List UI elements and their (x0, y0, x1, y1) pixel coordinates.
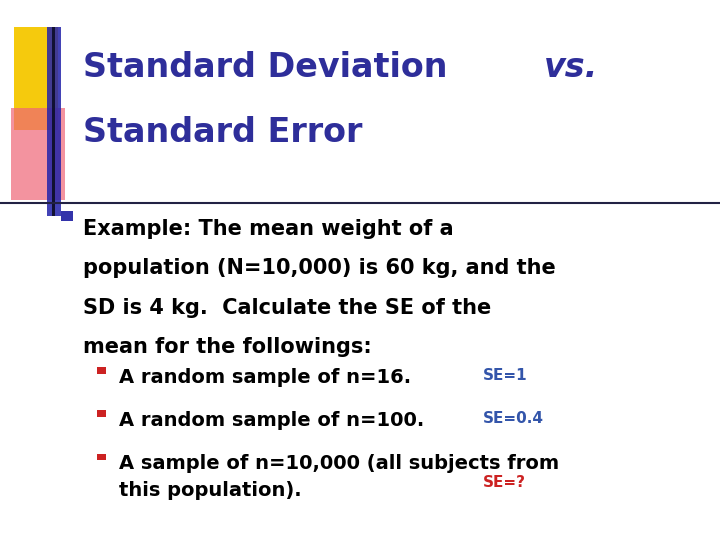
FancyBboxPatch shape (14, 27, 58, 130)
Text: A sample of n=10,000 (all subjects from
this population).: A sample of n=10,000 (all subjects from … (119, 454, 559, 500)
Text: SD is 4 kg.  Calculate the SE of the: SD is 4 kg. Calculate the SE of the (83, 298, 491, 318)
Text: SE=0.4: SE=0.4 (482, 411, 544, 426)
Text: mean for the followings:: mean for the followings: (83, 337, 372, 357)
Text: SE=?: SE=? (482, 475, 526, 490)
FancyBboxPatch shape (11, 108, 65, 200)
FancyBboxPatch shape (47, 27, 61, 216)
Text: population (N=10,000) is 60 kg, and the: population (N=10,000) is 60 kg, and the (83, 258, 556, 278)
FancyBboxPatch shape (97, 410, 106, 417)
FancyBboxPatch shape (97, 454, 106, 460)
FancyBboxPatch shape (61, 211, 73, 220)
Text: vs.: vs. (544, 51, 598, 84)
Text: Standard Deviation: Standard Deviation (83, 51, 471, 84)
FancyBboxPatch shape (52, 27, 55, 216)
Text: SE=1: SE=1 (482, 368, 527, 383)
FancyBboxPatch shape (97, 367, 106, 374)
Text: Standard Error: Standard Error (83, 116, 362, 149)
Text: A random sample of n=16.: A random sample of n=16. (119, 368, 411, 387)
Text: Example: The mean weight of a: Example: The mean weight of a (83, 219, 454, 239)
Text: A random sample of n=100.: A random sample of n=100. (119, 411, 424, 430)
